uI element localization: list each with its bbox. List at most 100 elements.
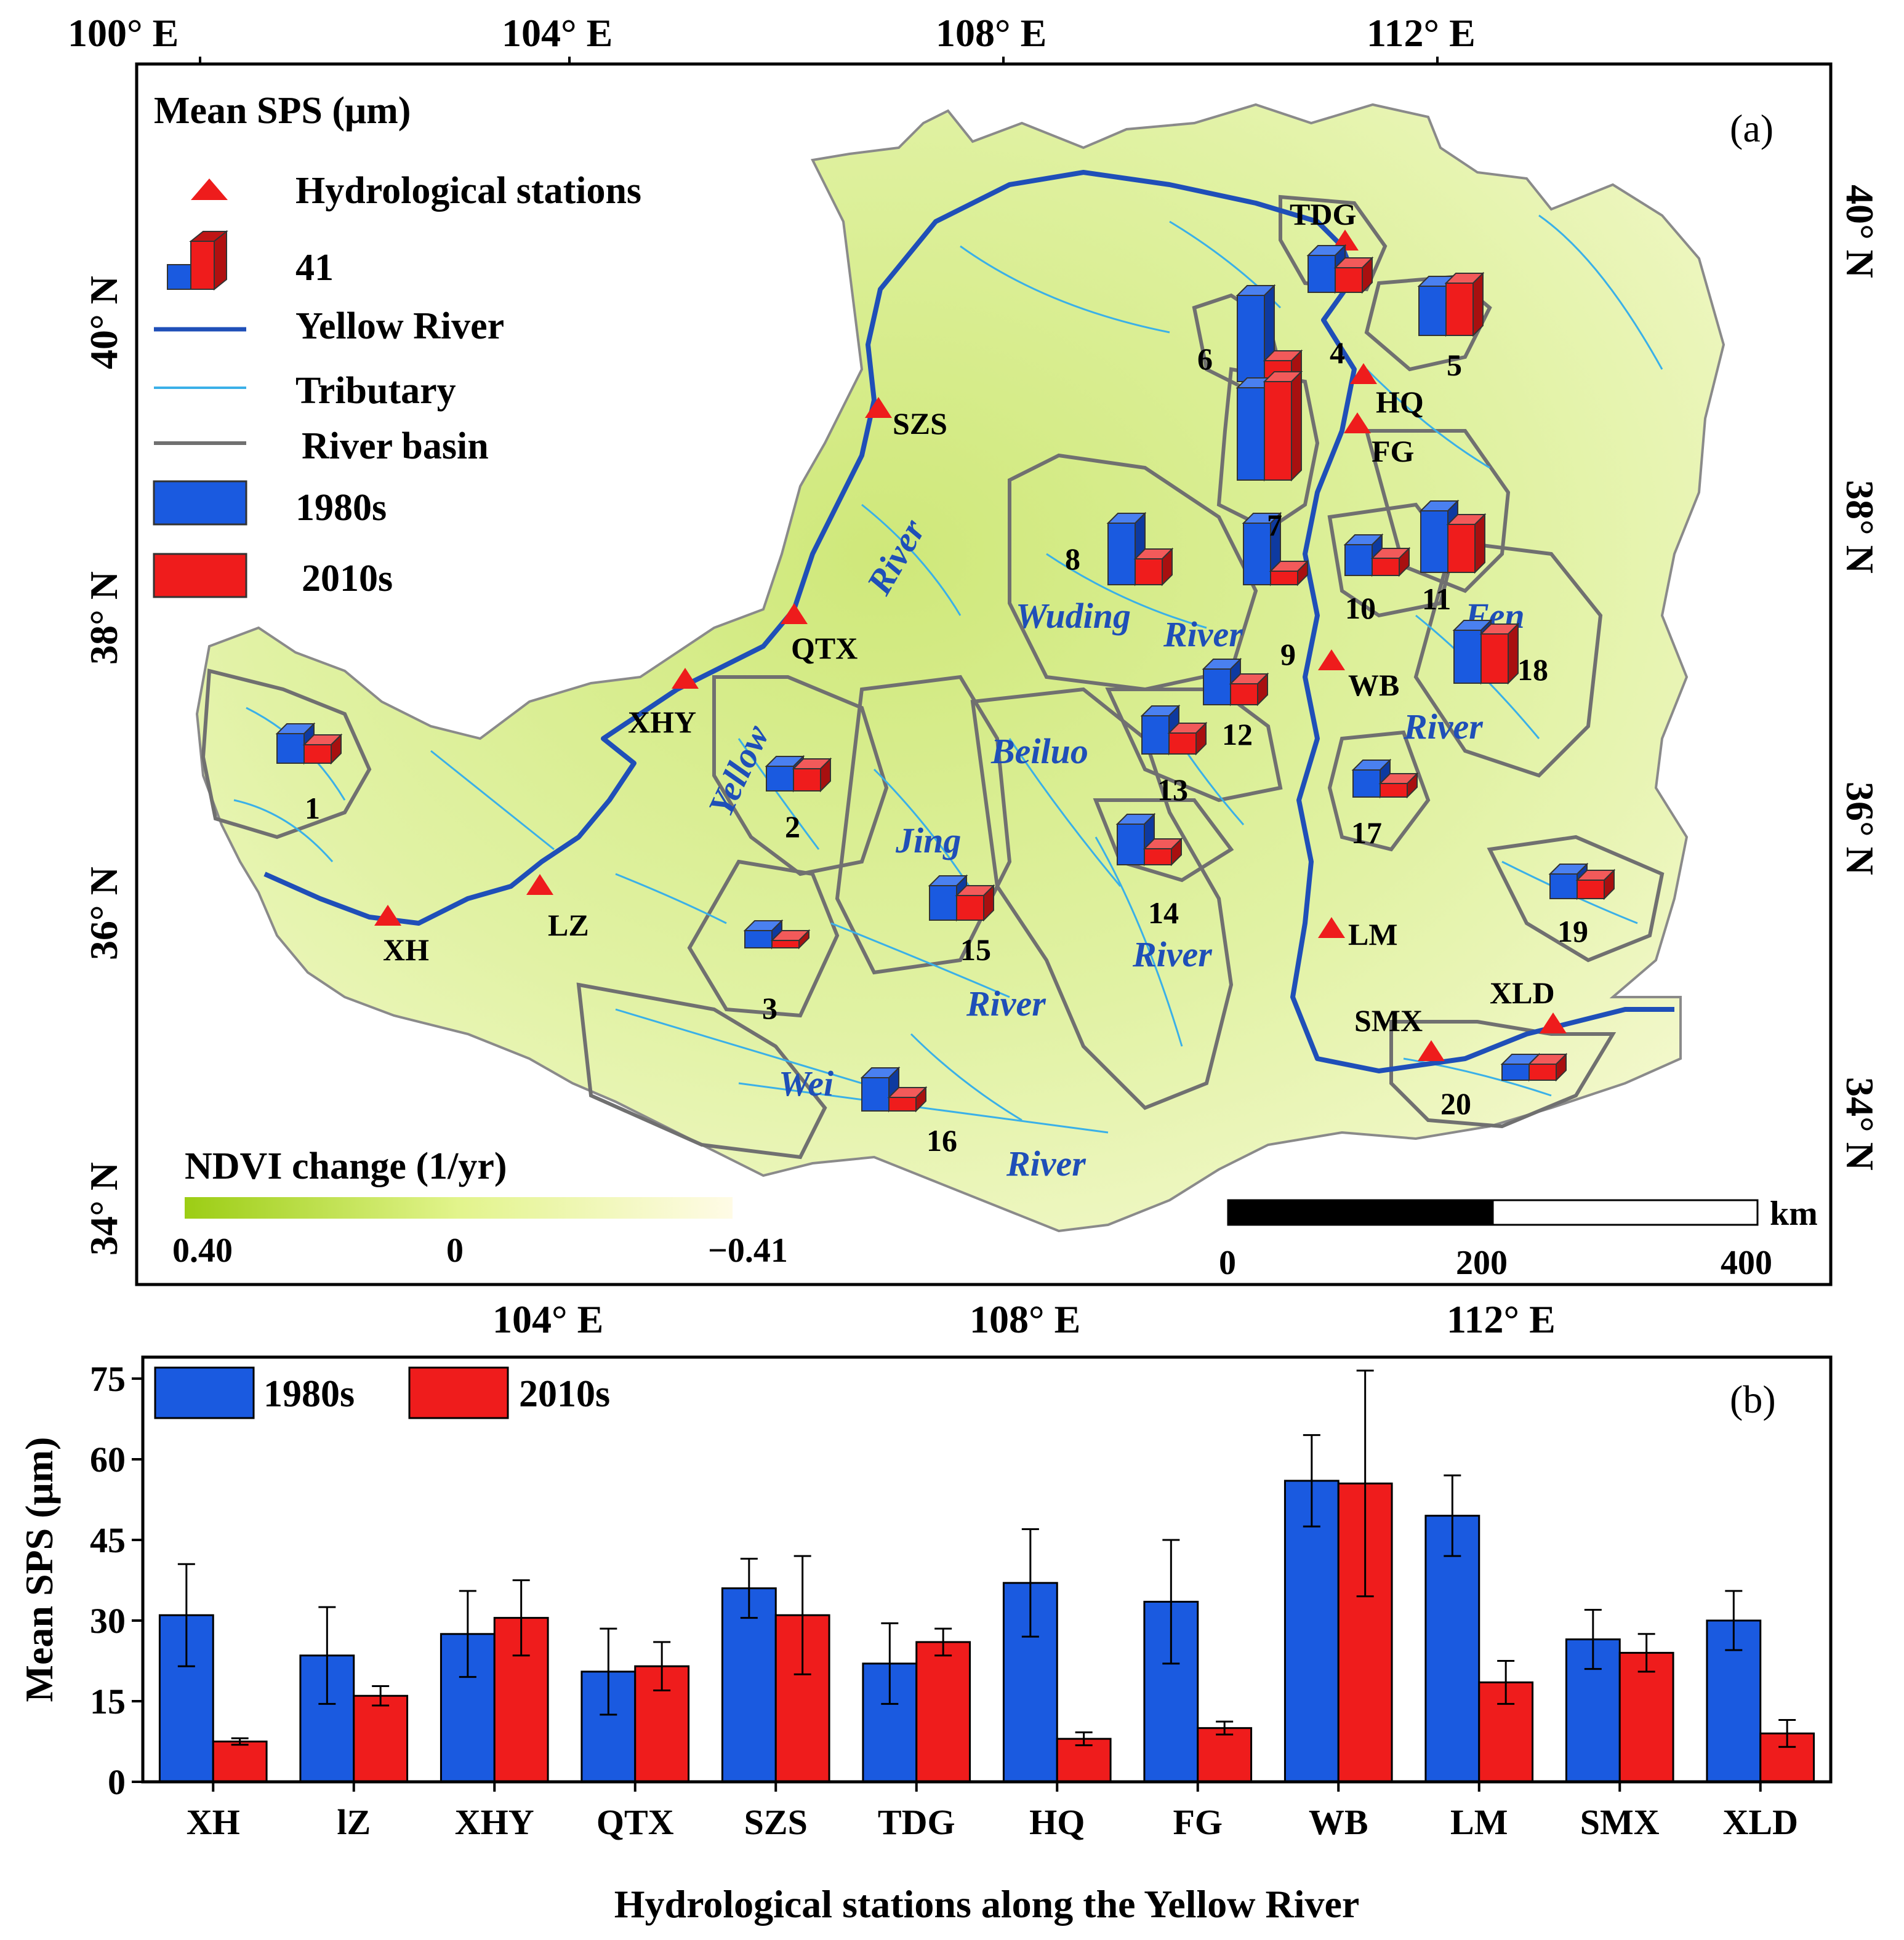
x-tick-label: FG [1173,1802,1223,1842]
station-xh: XH [374,905,429,967]
basin-bar-block [887,1086,928,1113]
bar-2010s-XH [212,1740,268,1783]
x-tick-label: TDG [878,1802,955,1842]
station-lz: LZ [526,874,589,942]
legend-title: Mean SPS (μm) [154,90,411,132]
basin-bar-glyphs [275,244,1616,1113]
basin-number: 14 [1148,896,1179,930]
basin-bar-block [955,884,995,922]
svg-text:XH: XH [383,932,429,967]
river-label-wuding-river: River [1163,614,1243,654]
ndvi-mid: 0 [446,1232,464,1270]
x-tick-label: lZ [337,1802,371,1842]
basin-bar-block [1444,271,1485,337]
basin-number: 12 [1222,717,1253,752]
x-tick-label: QTX [597,1802,674,1842]
bar-2010s-SMX [1618,1651,1674,1783]
legend-station-icon [191,178,228,200]
bar-legend-2010s-swatch [408,1366,509,1419]
basin-bar-block [1575,868,1616,900]
scale-tick-400: 400 [1721,1244,1772,1282]
bottom-tick-112: 112° E [1447,1297,1556,1341]
basin-bar-block [1229,672,1269,707]
ndvi-max: −0.41 [708,1232,788,1270]
basin-number: 5 [1447,348,1462,382]
y-tick-label: 15 [90,1681,126,1722]
basin-number: 18 [1517,652,1548,687]
x-tick-label: LM [1450,1802,1508,1842]
basin-number: 13 [1157,772,1188,807]
basin-number: 3 [762,991,777,1025]
basin-numbers: 1 2 3 4 5 6 7 8 9 10 11 12 13 14 15 16 1… [305,335,1588,1158]
basin-number: 9 [1280,637,1296,671]
bar-chart-plot: 0 15 30 45 60 75 XH lZ XHY QTX SZS TDG HQ FG WB LM SMX XL… [90,1359,1815,1842]
river-label-wuding: Wuding [1016,596,1131,636]
basin-number: 11 [1422,582,1451,616]
legend-2010s-swatch [153,553,247,598]
svg-text:XHY: XHY [628,705,696,739]
basin-number: 7 [1267,508,1282,542]
map-axes: 100° E 104° E 108° E 112° E 104° E 108° … [68,11,1882,1341]
basin-number: 17 [1351,816,1382,850]
y-tick-label: 0 [108,1762,126,1802]
left-tick-34: 34° N [82,1162,126,1256]
ndvi-colorbar: NDVI change (1/yr) 0.40 0 −0.41 [172,1145,788,1270]
right-tick-34: 34° N [1838,1077,1882,1171]
basin-number: 19 [1557,914,1588,948]
bar-chart-panel: 0 15 30 45 60 75 XH lZ XHY QTX SZS TDG HQ FG WB LM SMX XL… [17,1355,1833,1926]
svg-text:FG: FG [1372,434,1414,468]
river-label-jing-river: River [966,984,1046,1024]
y-tick-label: 75 [90,1359,126,1399]
y-tick-label: 45 [90,1520,126,1560]
bar-legend-2010s: 2010s [519,1373,610,1415]
basin-bar-block [275,722,316,765]
scale-tick-200: 200 [1456,1244,1508,1282]
ndvi-gradient [185,1197,733,1219]
y-tick-label: 30 [90,1601,126,1641]
basin-bar-block [1370,547,1411,577]
legend-stations: Hydrological stations [295,170,641,212]
left-tick-38: 38° N [82,571,126,665]
bar-legend-1980s: 1980s [263,1373,355,1415]
station-xld: XLD [1490,976,1567,1033]
map-legend: Mean SPS (μm) Hydrological stations 41 Y… [153,90,641,599]
x-tick-label: SMX [1580,1802,1660,1842]
station-xhy: XHY [628,668,699,739]
basin-bar-block [1378,772,1419,799]
basin-bar-block [1143,837,1183,867]
basin-bar-block [1106,511,1147,587]
river-label-wei-river: River [1006,1144,1086,1184]
top-tick-104: 104° E [502,11,613,55]
station-lm: LM [1318,917,1398,952]
right-tick-40: 40° N [1838,185,1882,278]
basin-bar-block [1446,513,1487,574]
basin-bar-block [860,1066,901,1113]
bar-legend-1980s-swatch [154,1366,255,1419]
svg-text:TDG: TDG [1290,197,1356,231]
basin-number: 6 [1197,342,1213,376]
river-label-wei: Wei [779,1064,834,1104]
basin-bar-block [792,757,832,793]
station-qtx: QTX [781,603,858,665]
basin-number: 16 [926,1123,957,1158]
basin-bar-block [1333,256,1374,294]
basin-number: 15 [960,932,991,967]
station-hq: HQ [1350,363,1424,419]
x-tick-label: WB [1309,1802,1368,1842]
top-tick-108: 108° E [936,11,1046,55]
station-markers: TDG HQ FG SZS QTX XHY WB LM SMX XLD LZ X… [374,197,1567,1061]
basin-bar-block [1167,721,1208,756]
legend-basin: River basin [302,425,489,467]
x-tick-label: SZS [744,1802,808,1842]
basin-bar-block [302,733,343,765]
ndvi-title: NDVI change (1/yr) [185,1145,507,1187]
basin-bar-block [1133,547,1174,587]
bottom-tick-108: 108° E [970,1297,1080,1341]
bottom-tick-104: 104° E [492,1297,603,1341]
left-tick-36: 36° N [82,867,126,960]
y-tick-label: 60 [90,1440,126,1480]
river-label-beiluo-river: River [1132,934,1212,974]
basin-bar-block [770,929,811,950]
legend-bar-icon [167,230,228,291]
